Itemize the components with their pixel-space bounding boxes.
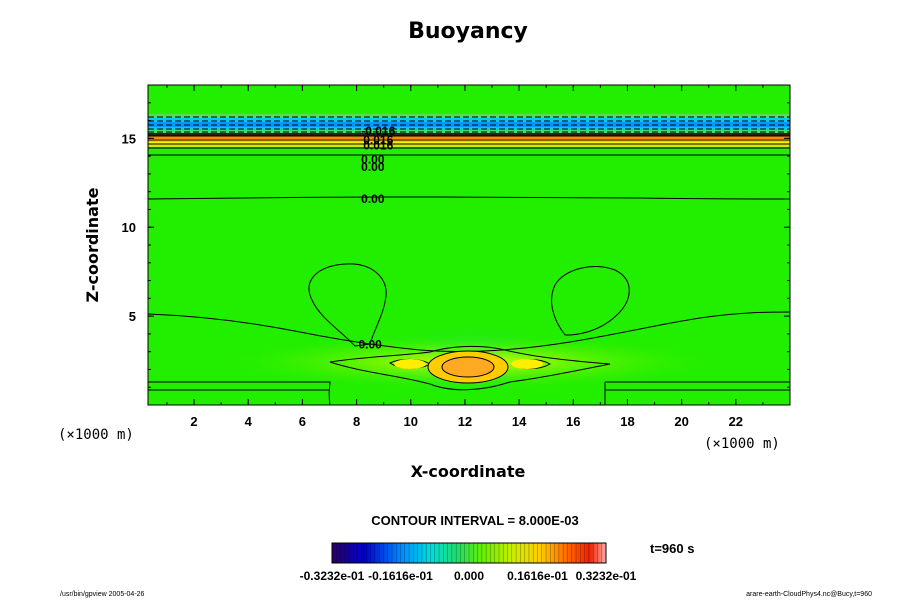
x-axis-label: X-coordinate (411, 462, 526, 481)
colorbar-label: 0.3232e-01 (576, 569, 637, 583)
x-tick-label: 18 (620, 414, 634, 429)
colorbar-labels: -0.3232e-01 -0.1616e-01 0.000 0.1616e-01 0.3… (300, 569, 637, 583)
band-5 (148, 130, 790, 133)
y-axis-label: Z-coordinate (83, 187, 102, 302)
colorbar-label: -0.3232e-01 (300, 569, 365, 583)
footer-left: /usr/bin/gpview 2005-04-26 (60, 591, 145, 598)
time-label: t=960 s (650, 541, 694, 556)
warm-lobe-right (511, 359, 543, 369)
footer-right: arare-earth-CloudPhys4.nc@Bucy,t=960 (746, 591, 872, 598)
contour-label: 0.00 (361, 192, 385, 206)
y-axis-unit: (×1000 m) (58, 427, 134, 443)
colorbar-stripes (336, 543, 602, 563)
x-tick-label: 2 (190, 414, 197, 429)
x-tick-label: 12 (458, 414, 472, 429)
contour-label: 0.016 (363, 138, 393, 152)
x-tick-label: 20 (674, 414, 688, 429)
x-axis-ticks: 2 4 6 8 10 12 14 16 18 20 22 (166, 85, 764, 429)
contour-label: -0.016 (361, 124, 395, 138)
x-axis-unit: (×1000 m) (704, 436, 780, 452)
band-3 (148, 122, 790, 127)
contour-interval-label: CONTOUR INTERVAL = 8.000E-03 (371, 513, 578, 528)
band-4 (148, 127, 790, 130)
x-tick-label: 6 (299, 414, 306, 429)
contour-label: 0.00 (361, 160, 385, 174)
y-tick-label: 15 (122, 131, 136, 146)
band-2 (148, 118, 790, 122)
plot-area (148, 85, 790, 405)
contour-label: 0.016 (363, 133, 393, 147)
x-tick-label: 22 (729, 414, 743, 429)
band-1 (148, 114, 790, 118)
y-tick-label: 5 (129, 309, 136, 324)
y-axis-ticks: 5 10 15 (122, 102, 790, 388)
x-tick-label: 16 (566, 414, 580, 429)
warm-core-inner (441, 356, 495, 378)
warm-lobe-left (394, 359, 426, 369)
colorbar-frame (331, 542, 607, 564)
band-7 (148, 136, 790, 139)
contour-label: 0.00 (358, 338, 382, 352)
x-tick-label: 10 (404, 414, 418, 429)
band-10 (148, 145, 790, 147)
chart-title: Buoyancy (408, 19, 528, 44)
negative-contours (148, 116, 790, 133)
colorbar-label: 0.000 (454, 569, 484, 583)
band-6 (148, 133, 790, 136)
x-tick-label: 8 (353, 414, 360, 429)
x-tick-label: 14 (512, 414, 527, 429)
colorbar-label: 0.1616e-01 (507, 569, 568, 583)
colorbar-label: -0.1616e-01 (368, 569, 433, 583)
y-tick-label: 10 (122, 220, 136, 235)
x-tick-label: 4 (245, 414, 253, 429)
contour-label: 0.00 (361, 153, 385, 167)
